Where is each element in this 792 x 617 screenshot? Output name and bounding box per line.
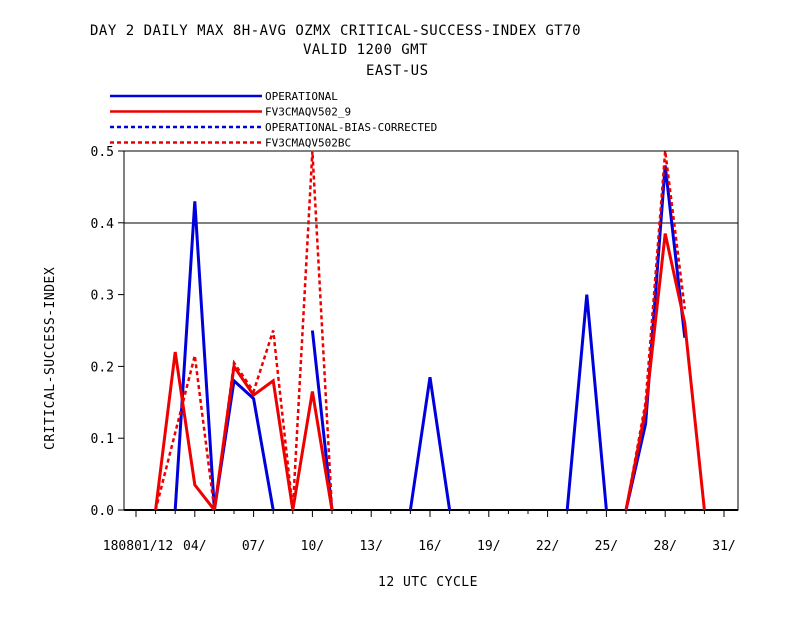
x-tick-label: 180801/12: [103, 539, 173, 554]
chart-title-line-3: EAST-US: [366, 63, 429, 79]
y-tick-label: 0.1: [91, 432, 114, 447]
x-axis: 180801/12 04/07/10/13/16/19/22/25/28/31/: [103, 510, 736, 554]
legend-label: OPERATIONAL: [265, 90, 338, 103]
series-line-operational: [565, 294, 608, 511]
x-axis-label: 12 UTC CYCLE: [378, 575, 478, 590]
series-line-operational: [408, 376, 452, 511]
chart-title-line-1: DAY 2 DAILY MAX 8H-AVG OZMX CRITICAL-SUC…: [90, 23, 581, 39]
series-line-fv3cmaqv502_9: [624, 233, 706, 511]
plot-frame: [123, 150, 739, 511]
y-axis: 0.0 0.1 0.2 0.3 0.4 0.5: [91, 145, 124, 519]
x-tick-label: 19/: [477, 539, 500, 554]
x-tick-label: 22/: [536, 539, 559, 554]
series-line-operational: [310, 330, 334, 511]
legend-label: FV3CMAQV502BC: [265, 137, 351, 150]
y-axis-label: CRITICAL-SUCCESS-INDEX: [43, 267, 58, 450]
legend-label: FV3CMAQV502_9: [265, 106, 351, 119]
y-tick-label: 0.5: [91, 145, 114, 160]
x-tick-label: 13/: [359, 539, 382, 554]
x-tick-label: 28/: [653, 539, 676, 554]
x-tick-label: 25/: [595, 539, 618, 554]
y-tick-label: 0.2: [91, 360, 114, 375]
x-tick-label: 04/: [183, 539, 206, 554]
series-layer: [154, 150, 706, 511]
series-line-fv3cmaqv502_9: [212, 362, 334, 511]
series-line-fv3cmaqv502_9: [154, 351, 216, 511]
y-tick-label: 0.3: [91, 289, 114, 304]
series-line-fv3cmaqv502bc: [213, 150, 334, 511]
x-tick-label: 31/: [712, 539, 735, 554]
x-tick-label: 07/: [242, 539, 265, 554]
x-tick-label: 10/: [301, 539, 324, 554]
legend: OPERATIONAL FV3CMAQV502_9 OPERATIONAL-BIAS…: [110, 90, 437, 150]
series-line-fv3cmaqv502bc: [624, 150, 687, 511]
y-tick-label: 0.4: [91, 217, 115, 232]
y-tick-label: 0.0: [91, 504, 114, 519]
x-tick-label: 16/: [418, 539, 441, 554]
legend-label: OPERATIONAL-BIAS-CORRECTED: [265, 121, 437, 134]
chart-title-line-2: VALID 1200 GMT: [303, 42, 428, 58]
